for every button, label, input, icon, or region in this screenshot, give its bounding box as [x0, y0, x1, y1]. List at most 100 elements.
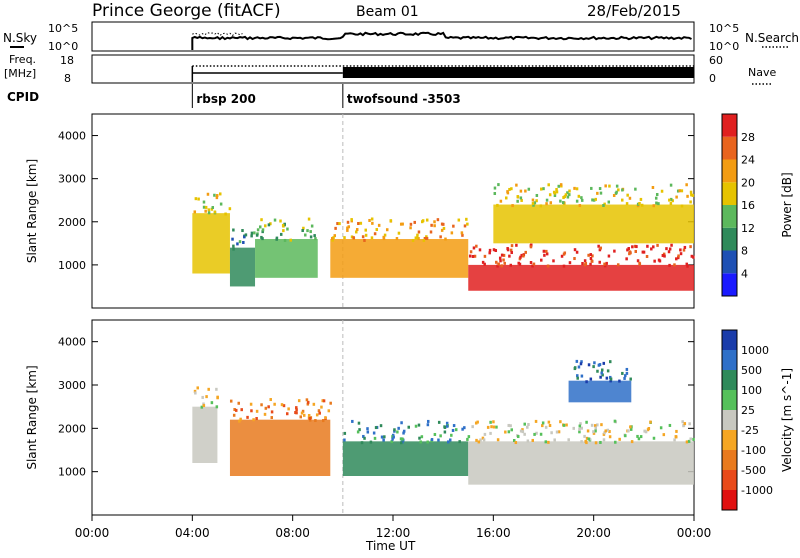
- power-speckle: [224, 212, 227, 216]
- power-speckle: [465, 217, 468, 221]
- power-speckle: [352, 236, 355, 240]
- power-speckle: [409, 222, 413, 226]
- power-speckle: [520, 253, 523, 257]
- power-speckle: [651, 186, 655, 190]
- velocity-speckle: [299, 415, 303, 419]
- velocity-speckle: [593, 424, 597, 428]
- velocity-speckle: [369, 440, 373, 444]
- power-speckle: [509, 248, 513, 252]
- velocity-colorbar-tick: 500: [741, 364, 762, 377]
- velocity-colorbar-swatch: [722, 330, 737, 350]
- velocity-speckle: [402, 431, 405, 435]
- power-speckle: [640, 203, 644, 207]
- power-speckle: [592, 198, 596, 202]
- velocity-speckle: [507, 423, 510, 427]
- power-speckle: [545, 252, 549, 256]
- power-speckle: [625, 257, 628, 261]
- velocity-speckle: [194, 391, 197, 395]
- power-speckle: [314, 237, 317, 241]
- velocity-speckle: [547, 440, 550, 444]
- velocity-speckle: [596, 369, 599, 373]
- velocity-speckle: [205, 395, 208, 399]
- power-colorbar-tick: 16: [741, 199, 755, 212]
- power-speckle: [654, 196, 658, 200]
- power-speckle: [613, 249, 616, 253]
- velocity-speckle: [601, 373, 604, 377]
- power-speckle: [346, 226, 349, 230]
- velocity-speckle: [362, 434, 365, 438]
- power-speckle: [635, 245, 638, 249]
- power-speckle: [555, 190, 559, 194]
- power-speckle: [423, 236, 427, 240]
- velocity-speckle: [320, 405, 323, 409]
- power-speckle: [363, 238, 366, 242]
- power-speckle: [638, 261, 641, 265]
- power-speckle: [553, 193, 557, 197]
- velocity-speckle: [602, 432, 606, 436]
- power-speckle: [519, 255, 522, 259]
- power-speckle: [334, 226, 337, 230]
- velocity-speckle: [614, 440, 617, 444]
- velocity-speckle: [401, 437, 404, 441]
- velocity-speckle: [589, 377, 593, 381]
- power-speckle: [575, 250, 579, 254]
- xtick-label: 08:00: [275, 526, 310, 540]
- station-title: Prince George (fitACF): [92, 1, 281, 21]
- velocity-speckle: [596, 423, 599, 427]
- velocity-speckle: [627, 429, 630, 433]
- power-speckle: [250, 231, 254, 235]
- nave-tick-top: 60: [709, 54, 723, 67]
- power-speckle: [545, 202, 548, 206]
- velocity-colorbar-swatch: [722, 410, 737, 430]
- velocity-speckle: [519, 429, 523, 433]
- power-speckle: [559, 183, 563, 187]
- power-colorbar-swatch: [722, 136, 737, 160]
- velocity-region: [568, 380, 632, 403]
- velocity-speckle: [490, 425, 493, 429]
- power-speckle: [598, 260, 601, 264]
- power-speckle: [206, 192, 210, 196]
- velocity-speckle: [439, 434, 442, 438]
- power-speckle: [310, 224, 314, 228]
- velocity-speckle: [407, 425, 410, 429]
- velocity-speckle: [489, 431, 492, 435]
- velocity-speckle: [593, 361, 596, 365]
- power-speckle: [466, 222, 469, 226]
- power-speckle: [633, 244, 637, 248]
- velocity-speckle: [594, 429, 597, 433]
- power-speckle: [650, 247, 653, 251]
- power-speckle: [289, 238, 292, 242]
- power-speckle: [682, 248, 686, 252]
- velocity-speckle: [575, 359, 579, 363]
- velocity-speckle: [426, 440, 429, 444]
- velocity-colorbar-swatch: [722, 470, 737, 490]
- velocity-speckle: [609, 379, 612, 383]
- date-title: 28/Feb/2015: [587, 2, 681, 20]
- power-speckle: [488, 248, 492, 252]
- velocity-speckle: [300, 411, 304, 415]
- power-speckle: [364, 228, 367, 232]
- velocity-speckle: [541, 421, 545, 425]
- power-speckle: [520, 198, 523, 202]
- power-speckle: [615, 190, 618, 194]
- power-speckle: [309, 235, 313, 239]
- velocity-speckle: [618, 379, 621, 383]
- velocity-speckle: [379, 424, 383, 428]
- power-speckle: [370, 217, 374, 221]
- velocity-speckle: [603, 431, 606, 435]
- velocity-speckle: [510, 428, 513, 432]
- power-speckle: [207, 211, 211, 215]
- power-speckle: [631, 245, 634, 249]
- velocity-colorbar-swatch: [722, 430, 737, 450]
- power-speckle: [357, 222, 360, 226]
- power-speckle: [517, 261, 520, 265]
- power-colorbar-tick: 24: [741, 154, 755, 167]
- velocity-speckle: [383, 435, 386, 439]
- power-speckle: [531, 202, 535, 206]
- velocity-colorbar-frame: [721, 329, 738, 511]
- power-speckle: [531, 264, 534, 268]
- power-speckle: [213, 210, 217, 214]
- power-speckle: [397, 231, 401, 235]
- velocity-speckle: [414, 424, 418, 428]
